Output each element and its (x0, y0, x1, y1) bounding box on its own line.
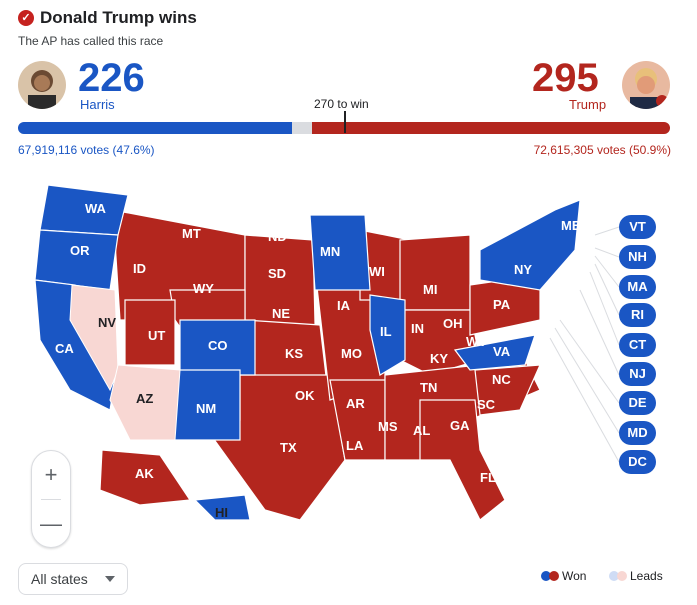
result-title: Donald Trump wins (40, 8, 197, 27)
state-label-ks: KS (285, 346, 303, 361)
state-label-pa: PA (493, 297, 511, 312)
state-label-or: OR (70, 243, 90, 258)
win-threshold-marker (344, 111, 346, 133)
us-election-map[interactable]: WA OR CA NV ID MT WY UT AZ CO NM ND SD N… (0, 160, 697, 540)
state-filter-value: All states (31, 571, 88, 587)
state-label-ne: NE (272, 306, 290, 321)
state-pill-dc[interactable]: DC (619, 450, 656, 474)
harris-electoral-votes: 226 (78, 56, 145, 100)
state-label-sd: SD (268, 266, 286, 281)
state-region[interactable] (193, 494, 251, 521)
harris-name: Harris (80, 97, 115, 112)
state-region[interactable] (479, 199, 581, 291)
state-label-ny: NY (514, 262, 532, 277)
result-header: ✓ Donald Trump wins (18, 8, 197, 28)
harris-popular-votes: 67,919,116 votes (47.6%) (18, 143, 155, 157)
legend-swatch-red (549, 571, 559, 581)
state-label-ms: MS (378, 419, 398, 434)
state-pill-ct[interactable]: CT (619, 333, 656, 357)
state-label-co: CO (208, 338, 228, 353)
state-label-mi: MI (423, 282, 437, 297)
trump-electoral-votes: 295 (532, 56, 599, 100)
legend-leads-label: Leads (630, 569, 663, 583)
leads-bar-segment (291, 122, 313, 134)
state-pill-de[interactable]: DE (619, 391, 656, 415)
legend-leads: Leads (609, 569, 663, 583)
legend-won: Won (541, 569, 586, 583)
state-label-al: AL (413, 423, 430, 438)
state-label-la: LA (346, 438, 364, 453)
state-label-az: AZ (136, 391, 153, 406)
win-threshold-label: 270 to win (314, 97, 369, 111)
trump-popular-votes: 72,615,305 votes (50.9%) (533, 143, 671, 157)
trump-avatar (622, 61, 670, 109)
state-region[interactable] (399, 234, 471, 311)
state-label-sc: SC (477, 397, 496, 412)
state-label-ga: GA (450, 418, 470, 433)
chevron-down-icon (105, 576, 115, 582)
state-label-fl: FL (480, 470, 496, 485)
zoom-out-button[interactable]: — (40, 511, 62, 536)
state-label-ca: CA (55, 341, 74, 356)
legend-won-label: Won (562, 569, 587, 583)
zoom-control: + — (31, 450, 71, 548)
state-label-va: VA (493, 344, 511, 359)
state-label-mo: MO (341, 346, 362, 361)
legend-swatch-blue (541, 571, 551, 581)
harris-avatar (18, 61, 66, 109)
state-label-nm: NM (196, 401, 216, 416)
state-label-wy: WY (193, 281, 214, 296)
state-label-in: IN (411, 321, 424, 336)
state-pill-ma[interactable]: MA (619, 275, 656, 299)
state-label-mn: MN (320, 244, 340, 259)
state-region[interactable] (39, 184, 129, 236)
state-pill-ri[interactable]: RI (619, 303, 656, 327)
check-icon: ✓ (18, 10, 34, 26)
legend-swatch-light-blue (609, 571, 619, 581)
trump-bar-segment (312, 122, 670, 134)
state-region[interactable] (369, 294, 406, 376)
state-region[interactable] (453, 334, 536, 371)
state-pill-vt[interactable]: VT (619, 215, 656, 239)
state-region[interactable] (99, 449, 192, 506)
state-label-il: IL (380, 324, 392, 339)
trump-name: Trump (569, 97, 607, 112)
legend-swatch-light-red (617, 571, 627, 581)
state-label-ut: UT (148, 328, 165, 343)
harris-bar-segment (18, 122, 292, 134)
state-label-hi: HI (215, 505, 228, 520)
state-pill-md[interactable]: MD (619, 421, 656, 445)
state-label-tn: TN (420, 380, 437, 395)
state-label-nd: ND (268, 229, 287, 244)
state-region[interactable] (69, 284, 119, 392)
state-region[interactable] (419, 399, 506, 521)
state-label-mt: MT (182, 226, 201, 241)
state-label-ar: AR (346, 396, 365, 411)
state-region[interactable] (179, 319, 256, 376)
state-label-nc: NC (492, 372, 511, 387)
state-label-id: ID (133, 261, 146, 276)
state-region[interactable] (109, 364, 181, 441)
state-label-ok: OK (295, 388, 315, 403)
state-region[interactable] (309, 214, 371, 291)
result-subtitle: The AP has called this race (18, 34, 164, 48)
state-label-wa: WA (85, 201, 107, 216)
state-label-ak: AK (135, 466, 154, 481)
state-label-tx: TX (280, 440, 297, 455)
state-label-ky: KY (430, 351, 448, 366)
state-pill-nh[interactable]: NH (619, 245, 656, 269)
state-label-me: ME (561, 218, 581, 233)
state-label-wv: WV (466, 334, 487, 349)
zoom-divider (41, 499, 61, 500)
state-region[interactable] (474, 364, 541, 416)
state-label-nv: NV (98, 315, 116, 330)
zoom-in-button[interactable]: + (44, 462, 58, 487)
state-filter-dropdown[interactable]: All states (18, 563, 128, 595)
state-region[interactable] (124, 299, 176, 366)
state-pill-nj[interactable]: NJ (619, 362, 656, 386)
state-label-ia: IA (337, 298, 351, 313)
state-label-oh: OH (443, 316, 463, 331)
state-label-wi: WI (369, 264, 385, 279)
